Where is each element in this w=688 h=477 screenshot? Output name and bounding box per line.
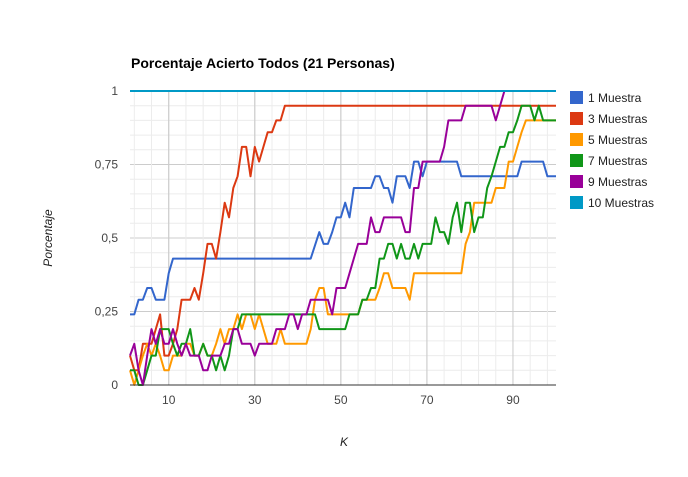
legend-swatch	[570, 196, 583, 209]
x-tick-label: 30	[248, 393, 262, 407]
chart-title: Porcentaje Acierto Todos (21 Personas)	[131, 55, 395, 71]
x-tick-label: 50	[334, 393, 348, 407]
x-tick-label: 90	[506, 393, 520, 407]
series-group	[129, 90, 556, 386]
legend-swatch	[570, 91, 583, 104]
y-tick-label: 0,5	[101, 231, 118, 245]
legend-swatch	[570, 175, 583, 188]
grid	[130, 90, 556, 386]
series-line-2	[129, 104, 556, 372]
legend-label: 5 Muestras	[588, 133, 647, 147]
x-tick-label: 10	[162, 393, 176, 407]
y-axis-title: Porcentaje	[41, 209, 55, 267]
x-tick-label: 70	[420, 393, 434, 407]
legend-label: 1 Muestra	[588, 91, 642, 105]
y-tick-label: 0,25	[95, 305, 119, 319]
legend-label: 9 Muestras	[588, 175, 647, 189]
y-tick-label: 0	[111, 378, 118, 392]
legend-swatch	[570, 133, 583, 146]
series-line-5	[129, 90, 556, 386]
series-line-4	[130, 104, 556, 386]
x-axis-ticks: 10 30 50 70 90	[162, 393, 520, 407]
legend-swatch	[570, 154, 583, 167]
x-axis-title: K	[340, 435, 349, 449]
y-axis-ticks: 0 0,25 0,5 0,75 1	[95, 84, 119, 392]
legend-label: 3 Muestras	[588, 112, 647, 126]
y-tick-label: 0,75	[95, 158, 119, 172]
legend-label: 7 Muestras	[588, 154, 647, 168]
legend-swatch	[570, 112, 583, 125]
y-tick-label: 1	[111, 84, 118, 98]
legend: 1 Muestra 3 Muestras 5 Muestras 7 Muestras 9…	[570, 91, 654, 210]
legend-label: 10 Muestras	[588, 196, 654, 210]
